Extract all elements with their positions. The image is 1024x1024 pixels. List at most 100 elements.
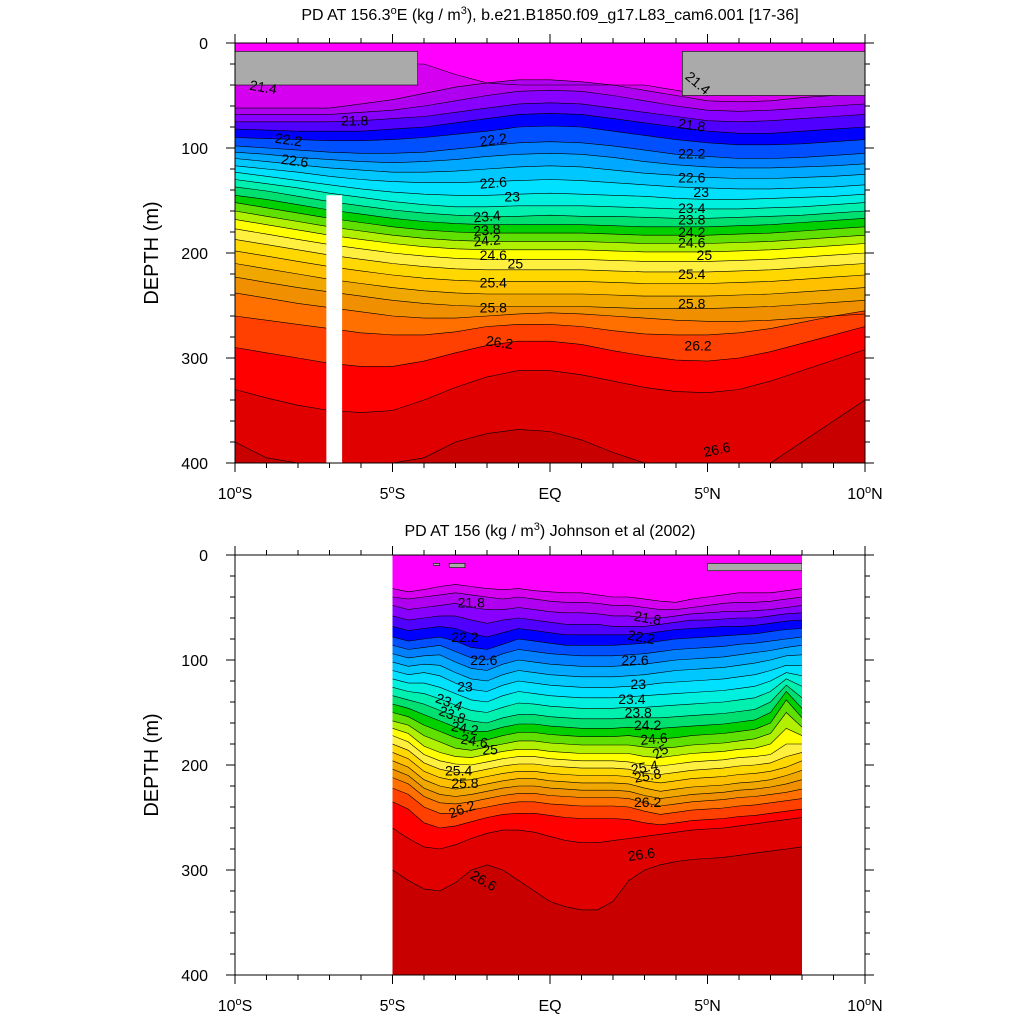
- contour-label: 22.2: [479, 130, 508, 150]
- panel-model: PD AT 156.3oE (kg / m3), b.e21.B1850.f09…: [141, 5, 883, 503]
- x-tick-label: 10oS: [218, 996, 253, 1015]
- contour-line-23.2: [392, 665, 802, 692]
- contour-label: 25.4: [445, 762, 472, 778]
- contour-line-24.2: [392, 699, 802, 743]
- contour-line-23.2: [235, 165, 865, 190]
- contour-label: 22.6: [621, 652, 648, 668]
- contour-label: 22.6: [280, 151, 309, 171]
- contour-line-22.4: [392, 628, 802, 650]
- contour-line-24.8: [392, 735, 802, 767]
- contour-line-21.8: [235, 89, 865, 115]
- contour-label: 23: [630, 676, 646, 692]
- contour-line-21.6: [392, 592, 802, 610]
- contour-line-23: [235, 158, 865, 179]
- y-tick-label: 300: [181, 351, 208, 368]
- contour-label: 26.2: [684, 337, 711, 353]
- y-tick-label: 200: [181, 246, 208, 263]
- contour-label: 24.2: [634, 717, 661, 733]
- contour-line-25.8: [392, 777, 802, 807]
- x-tick-label: 10oS: [218, 484, 253, 503]
- land-mask: [433, 563, 441, 566]
- contour-label: 23: [504, 188, 520, 204]
- contour-label: 21.8: [677, 115, 706, 135]
- contour-line-25: [392, 743, 802, 775]
- contour-label: 25: [697, 247, 713, 263]
- y-tick-label: 200: [181, 758, 208, 775]
- contour-line-24.6: [392, 727, 802, 758]
- land-mask: [707, 563, 802, 572]
- y-tick-label: 0: [199, 548, 208, 565]
- contour-line-21.4: [392, 584, 802, 603]
- contour-label: 24.2: [450, 718, 480, 739]
- contour-line-23.6: [392, 678, 802, 713]
- x-tick-label: 5oS: [380, 996, 406, 1015]
- y-tick-label: 0: [199, 36, 208, 53]
- contour-label: 21.8: [458, 594, 485, 610]
- contour-line-23.4: [235, 171, 865, 200]
- contour-line-24.4: [392, 712, 802, 751]
- contour-line-26.4: [392, 817, 802, 850]
- contour-line-21.8: [392, 602, 802, 619]
- contour-band-26.8: [392, 846, 802, 975]
- contour-line-25.6: [392, 768, 802, 799]
- contour-line-24: [392, 691, 802, 732]
- contour-label: 24.6: [460, 731, 490, 752]
- contour-line-25.2: [392, 752, 802, 784]
- contour-label: 25.8: [678, 295, 705, 311]
- contour-label: 23: [693, 184, 709, 200]
- contour-label: 22.6: [678, 169, 705, 185]
- contour-label: 23.8: [473, 221, 502, 239]
- y-tick-label: 400: [181, 456, 208, 473]
- contour-line-22.6: [235, 141, 865, 159]
- contour-line-23.4: [392, 672, 802, 703]
- contour-label: 22.2: [627, 627, 657, 648]
- contour-label: 24.6: [480, 247, 507, 263]
- contour-line-23.8: [392, 684, 802, 724]
- contour-label: 26.2: [485, 332, 514, 352]
- contour-label: 21.4: [249, 77, 279, 98]
- contour-label: 22.2: [678, 145, 705, 161]
- contour-line-26.6: [392, 846, 802, 911]
- x-tick-label: EQ: [538, 998, 561, 1015]
- panel-observed-y-axis-label: DEPTH (m): [141, 713, 163, 816]
- contour-label: 21.8: [633, 608, 663, 629]
- panel-observed-data-layer: 21.822.222.62323.423.824.224.62525.425.8…: [392, 555, 802, 975]
- panel-model-data-layer: 21.421.822.222.622.222.62323.423.824.224…: [235, 43, 865, 463]
- land-mask: [235, 51, 418, 86]
- y-tick-label: 300: [181, 863, 208, 880]
- contour-label: 25.8: [480, 300, 507, 316]
- panel-observed: PD AT 156 (kg / m3) Johnson et al (2002)…: [141, 521, 883, 1015]
- contour-line-22: [392, 612, 802, 627]
- contour-label: 25: [508, 256, 524, 272]
- contour-band-26.6: [235, 349, 865, 463]
- contour-label: 24.2: [678, 224, 705, 240]
- panel-model-y-axis-label: DEPTH (m): [141, 201, 163, 304]
- panel-model-title: PD AT 156.3oE (kg / m3), b.e21.B1850.f09…: [301, 5, 798, 24]
- land-mask: [681, 51, 865, 96]
- contour-line-26.2: [392, 801, 802, 829]
- contour-label: 24.6: [678, 235, 705, 251]
- contour-label: 23.4: [618, 691, 645, 707]
- contour-line-22.8: [392, 645, 802, 671]
- contour-label: 24.2: [473, 231, 502, 249]
- contour-line-22: [235, 102, 865, 123]
- contour-label: 26.6: [627, 844, 656, 864]
- y-tick-label: 100: [181, 653, 208, 670]
- x-tick-label: EQ: [538, 486, 561, 503]
- contour-label: 25: [650, 740, 672, 762]
- contour-line-22.6: [392, 636, 802, 661]
- contour-label: 22.6: [479, 173, 508, 191]
- contour-line-22.8: [235, 151, 865, 169]
- contour-line-23.6: [235, 179, 865, 210]
- panel-observed-title: PD AT 156 (kg / m3) Johnson et al (2002): [404, 521, 695, 540]
- contour-label: 23.4: [678, 200, 705, 216]
- contour-label: 26.2: [634, 794, 661, 810]
- contour-label: 23.8: [625, 705, 652, 721]
- contour-line-26: [392, 787, 802, 815]
- contour-line-22.4: [235, 125, 865, 146]
- panel-model-axes: 0 100 200 300 400 10oS 5oS EQ 5oN 10oN: [181, 34, 883, 503]
- x-tick-label: 5oN: [694, 996, 721, 1015]
- contour-label: 22.6: [470, 652, 497, 668]
- contour-label: 24.6: [640, 730, 669, 748]
- x-tick-label: 5oN: [694, 484, 721, 503]
